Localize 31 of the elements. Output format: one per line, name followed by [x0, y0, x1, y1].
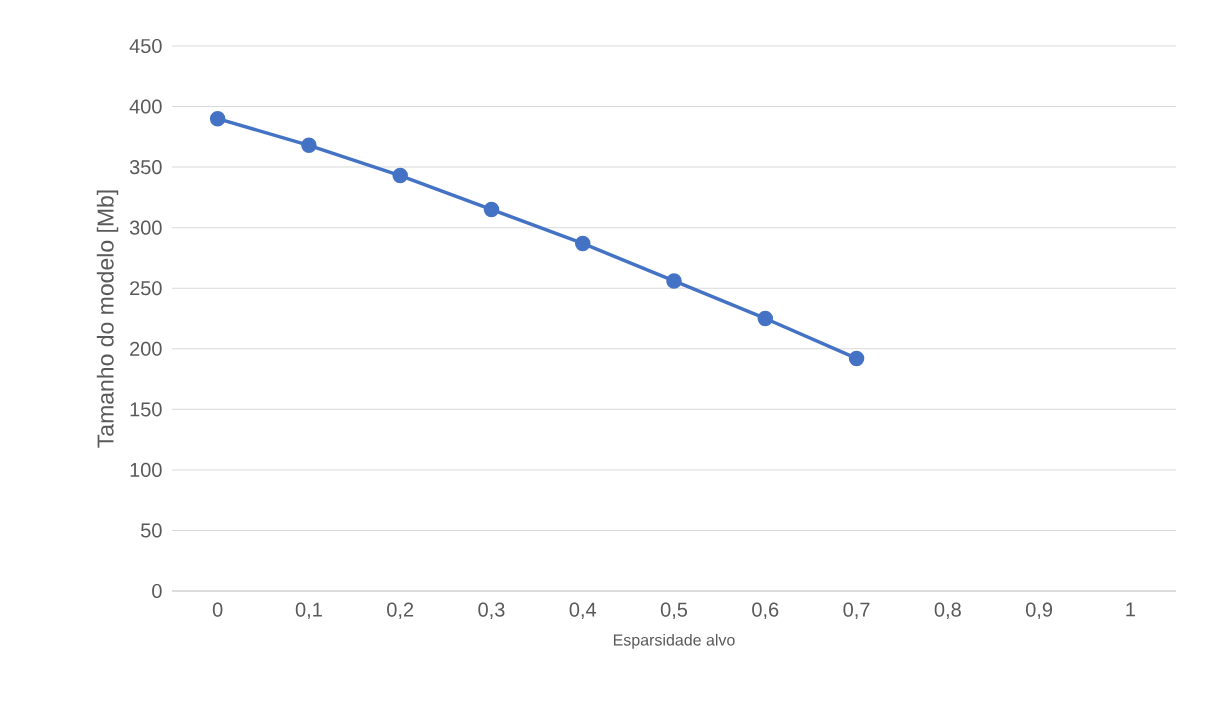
y-tick-label: 450	[129, 38, 162, 54]
y-tick-label: 200	[130, 341, 162, 356]
x-tick-label: 0,9	[1025, 602, 1053, 620]
y-tick-label: 100	[130, 462, 162, 477]
point	[301, 137, 317, 154]
point	[848, 350, 865, 367]
point	[574, 235, 591, 252]
y-axis-title: Tamanho do modelo [Mb]	[96, 190, 119, 448]
x-tick-label: 0,6	[752, 602, 779, 620]
point	[666, 273, 682, 289]
y-tick-label: 300	[129, 220, 162, 235]
x-tick-label: 0,4	[569, 602, 597, 620]
y-tick-label: 150	[130, 402, 162, 417]
point	[757, 310, 774, 327]
x-tick-label: 0,3	[478, 602, 505, 620]
x-tick-label: 0,5	[660, 602, 688, 620]
x-tick-label: 1	[1126, 602, 1135, 617]
x-tick-label: 0	[212, 602, 223, 617]
point	[392, 167, 408, 184]
point	[483, 201, 500, 218]
x-tick-label: 0,8	[934, 602, 961, 620]
y-tick-label: 50	[141, 523, 162, 538]
y-tick-label: 400	[129, 99, 162, 114]
x-axis-title: Esparsidade alvo	[613, 633, 735, 649]
x-tick-label: 0,7	[843, 602, 870, 620]
x-tick-label: 0,2	[387, 602, 414, 620]
y-tick-label: 250	[130, 281, 162, 296]
point	[209, 110, 226, 127]
y-tick-label: 0	[152, 583, 162, 599]
x-tick-label: 0,1	[295, 602, 322, 620]
y-tick-label: 350	[129, 160, 162, 175]
